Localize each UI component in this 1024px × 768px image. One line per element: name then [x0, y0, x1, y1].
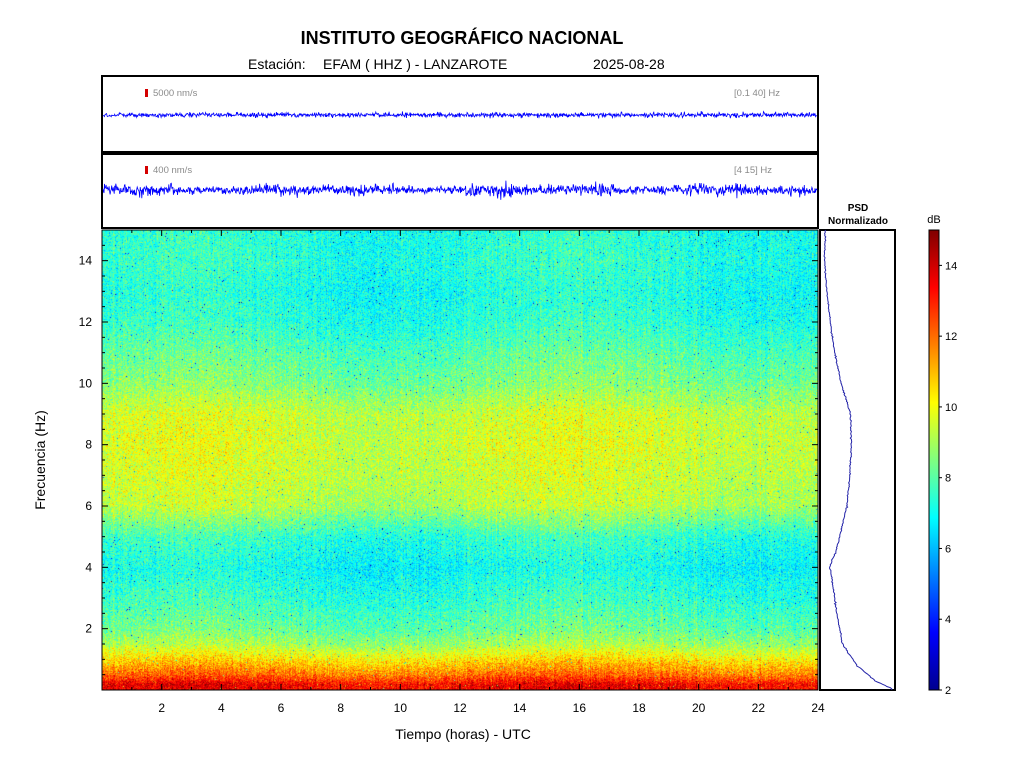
x-tick-label: 14 — [513, 701, 527, 715]
x-tick-label: 12 — [453, 701, 467, 715]
trace-panel-bottom: 400 nm/s [4 15] Hz — [101, 153, 819, 229]
colorbar-gradient — [928, 229, 940, 691]
trace-bottom-wave-line — [102, 180, 818, 200]
colorbar-tick-label: 2 — [945, 685, 951, 697]
x-tick-label: 24 — [811, 701, 825, 715]
trace-bottom-scale-marker — [145, 166, 148, 174]
x-tick-label: 20 — [692, 701, 706, 715]
y-tick-label: 4 — [85, 560, 92, 574]
y-axis-ticks: 2 4 6 8 10 12 14 — [79, 229, 818, 676]
psd-title-line2: Normalizado — [828, 216, 888, 227]
trace-top-scale-marker — [145, 89, 148, 97]
x-tick-label: 6 — [278, 701, 285, 715]
trace-bottom-band-label: [4 15] Hz — [734, 165, 772, 176]
trace-top-wave-line — [102, 110, 818, 120]
x-tick-label: 16 — [573, 701, 587, 715]
colorbar-tick-label: 6 — [945, 543, 951, 555]
x-tick-label: 18 — [632, 701, 646, 715]
colorbar: dB 2 4 6 8 10 12 14 — [927, 214, 957, 697]
psd-title-line1: PSD — [848, 203, 869, 214]
x-tick-label: 2 — [158, 701, 165, 715]
x-tick-label: 4 — [218, 701, 225, 715]
x-tick-label: 22 — [752, 701, 766, 715]
y-tick-label: 6 — [85, 499, 92, 513]
station-prefix: Estación: — [248, 56, 306, 72]
spectrogram-image — [102, 230, 818, 690]
record-date: 2025-08-28 — [593, 56, 665, 72]
y-tick-label: 2 — [85, 622, 92, 636]
x-axis-label: Tiempo (horas) - UTC — [395, 726, 531, 742]
psd-curve — [823, 229, 893, 691]
colorbar-tick-label: 12 — [945, 331, 957, 343]
psd-frame — [819, 229, 896, 691]
x-tick-label: 10 — [394, 701, 408, 715]
colorbar-tick-label: 4 — [945, 614, 951, 626]
colorbar-ticks: 2 4 6 8 10 12 14 — [939, 260, 957, 697]
trace-panel-top: 5000 nm/s [0.1 40] Hz — [101, 75, 819, 153]
x-tick-label: 8 — [337, 701, 344, 715]
psd-panel: PSD Normalizado — [819, 203, 896, 691]
x-axis-ticks: 2 4 6 8 10 12 14 16 18 20 22 24 — [101, 230, 825, 715]
colorbar-label: dB — [927, 214, 940, 226]
trace-bottom-waveform — [102, 180, 818, 200]
y-tick-label: 10 — [79, 376, 93, 390]
institution-title: INSTITUTO GEOGRÁFICO NACIONAL — [301, 27, 624, 48]
colorbar-tick-label: 14 — [945, 260, 957, 272]
trace-top-waveform — [102, 110, 818, 120]
trace-top-band-label: [0.1 40] Hz — [734, 88, 780, 99]
colorbar-tick-label: 8 — [945, 473, 951, 485]
y-axis-label: Frecuencia (Hz) — [32, 410, 48, 510]
y-tick-label: 14 — [79, 254, 93, 268]
y-tick-label: 8 — [85, 438, 92, 452]
station-name: EFAM ( HHZ ) - LANZAROTE — [323, 56, 507, 72]
trace-bottom-scale-label: 400 nm/s — [153, 165, 192, 176]
trace-top-scale-label: 5000 nm/s — [153, 88, 198, 99]
colorbar-tick-label: 10 — [945, 402, 957, 414]
y-tick-label: 12 — [79, 315, 93, 329]
